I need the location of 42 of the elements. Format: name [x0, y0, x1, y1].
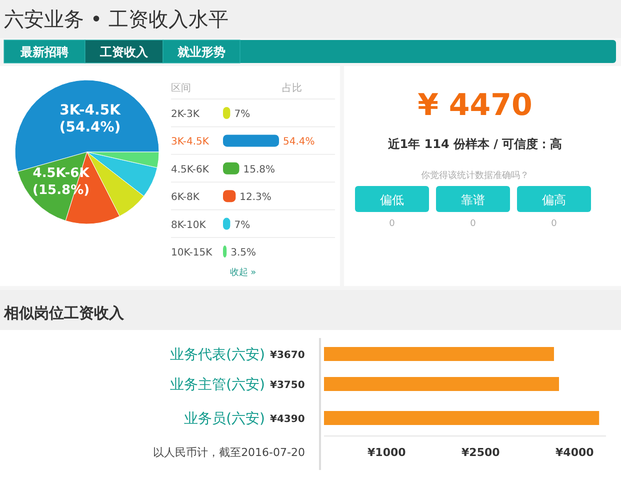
y-tick-label: 业务代表(六安): [170, 347, 265, 363]
bar: [223, 134, 279, 147]
data-label: 3.5%: [230, 248, 256, 258]
text: 以人民币计，截至2016-07-20: [153, 446, 305, 459]
data-label: 12.3%: [240, 192, 272, 204]
text: ¥ 4470: [418, 88, 532, 123]
y-tick-label: 3K-4.5K: [171, 136, 210, 148]
text: 收起 »: [230, 267, 256, 278]
y-tick-label: 2K-3K: [171, 109, 200, 120]
data-label: 0: [389, 219, 396, 229]
y-tick-label: 8K-10K: [171, 220, 206, 231]
bar: [223, 162, 240, 174]
data-label: ¥3670: [270, 350, 305, 361]
y-tick-label: 业务员(六安): [184, 411, 265, 427]
category-label: 靠谱: [461, 193, 485, 207]
y-tick-label: 6K-8K: [171, 192, 200, 204]
data-label: 0: [551, 219, 558, 229]
text: 相似岗位工资收入: [3, 304, 125, 322]
y-axis-title: 区间: [171, 82, 191, 94]
data-label: 54.4%: [283, 136, 315, 148]
data-label: (54.4%): [59, 119, 121, 136]
slice-label: 3K-4.5K: [60, 102, 122, 118]
x-tick-label: ¥4000: [556, 446, 594, 459]
tab-bar: 最新招聘 工资收入 就业形势: [4, 40, 616, 64]
x-axis-title: 占比: [282, 82, 302, 94]
data-label: 15.8%: [243, 164, 276, 176]
data-label: 0: [470, 219, 476, 229]
text: 你觉得该统计数据准确吗？: [421, 170, 529, 181]
chart-title: 六安业务 • 工资收入水平: [4, 7, 229, 31]
category-label: 偏低: [380, 193, 404, 207]
y-tick-label: 10K-15K: [171, 248, 213, 258]
data-label: ¥3750: [270, 380, 305, 391]
data-label: ¥4390: [270, 414, 305, 425]
text: 近1年 114 份样本 / 可信度：高: [386, 137, 562, 151]
x-tick-label: ¥2500: [462, 446, 500, 459]
bar: [223, 190, 236, 202]
y-tick-label: 业务主管(六安): [170, 377, 265, 393]
category-label: 偏高: [542, 193, 566, 207]
y-tick-label: 4.5K-6K: [171, 164, 210, 176]
data-label: 7%: [234, 220, 250, 231]
x-tick-label: ¥1000: [368, 446, 406, 459]
data-label: 7%: [234, 109, 250, 120]
